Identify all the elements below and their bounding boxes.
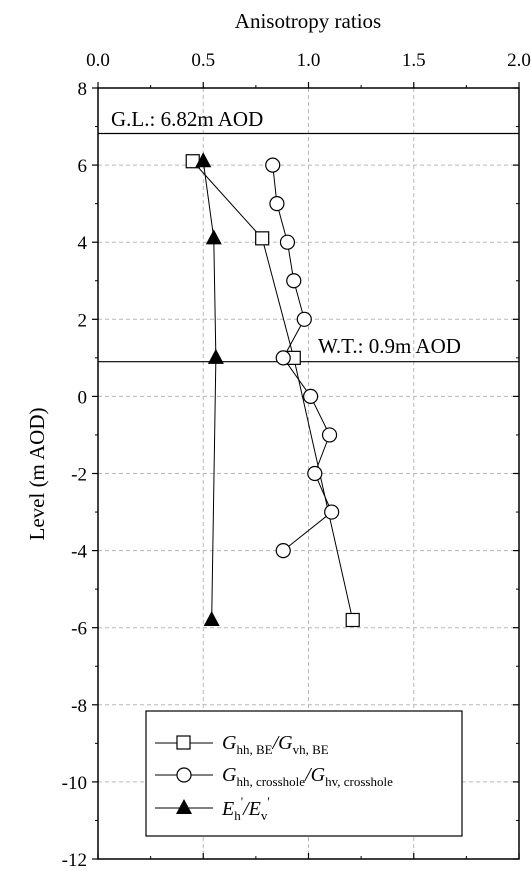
series-3-point [205,229,222,245]
legend-marker-square [176,735,191,750]
series-2-point [275,350,291,366]
series-3-point [207,348,224,364]
series-2-point [279,234,296,250]
series-2-point [307,465,323,482]
series-2-point [269,196,285,212]
y-tick-label: -12 [62,850,87,871]
reference-lines [98,132,519,363]
legend-marker-circle [176,767,192,783]
y-tick-label: 8 [78,79,88,100]
series-2-point [275,542,291,559]
y-tick-label: -6 [71,619,87,640]
y-tick-labels: -12 -10 -8 -6 -4 -2 0 2 4 6 8 [62,79,88,871]
x-tick-label: 0.5 [191,50,215,71]
x-tick-label: 1.0 [297,50,321,71]
y-tick-label: -2 [71,465,87,486]
axis-ticks [92,82,520,860]
y-tick-label: -4 [71,542,87,563]
legend-box [145,710,463,837]
legend: Ghh, BE/Gvh, BE Ghh, crosshole/Ghv, cros… [145,710,463,837]
series-2-point [303,388,319,404]
legend-marker-triangle [176,799,192,814]
series-1-point [255,231,270,246]
x-tick-label: 0.0 [86,50,110,71]
x-tick-label: 2.0 [507,50,531,71]
y-tick-label: 6 [78,156,88,177]
y-tick-label: 4 [78,233,88,254]
y-tick-label: 0 [78,387,88,408]
series-1-line [192,160,354,621]
y-tick-label: 2 [78,310,88,331]
series-2-point [324,504,340,520]
ground-level-annotation: G.L.: 6.82m AOD [111,107,263,131]
series-2-point [286,273,302,289]
series-3-point [203,610,220,626]
legend-label-series-2: Ghh, crosshole/Ghv, crosshole [222,764,393,789]
x-tick-label: 1.5 [402,50,426,71]
series-2-point [321,427,338,443]
series-2-point [296,311,312,327]
y-axis-title: Level (m AOD) [25,408,49,541]
series-layer [185,152,360,628]
series-3-line [202,161,217,620]
x-axis-title: Anisotropy ratios [235,9,381,33]
legend-label-series-3: Eh'/Ev' [221,794,270,823]
y-tick-label: -8 [71,696,87,717]
series-2-point [265,157,281,173]
series-1-point [345,612,360,628]
x-tick-labels: 0.0 0.5 1.0 1.5 2.0 [86,50,531,71]
y-tick-label: -10 [62,773,87,794]
legend-label-series-1: Ghh, BE/Gvh, BE [222,732,329,757]
water-table-annotation: W.T.: 0.9m AOD [318,334,461,358]
series-3-point [195,152,212,168]
